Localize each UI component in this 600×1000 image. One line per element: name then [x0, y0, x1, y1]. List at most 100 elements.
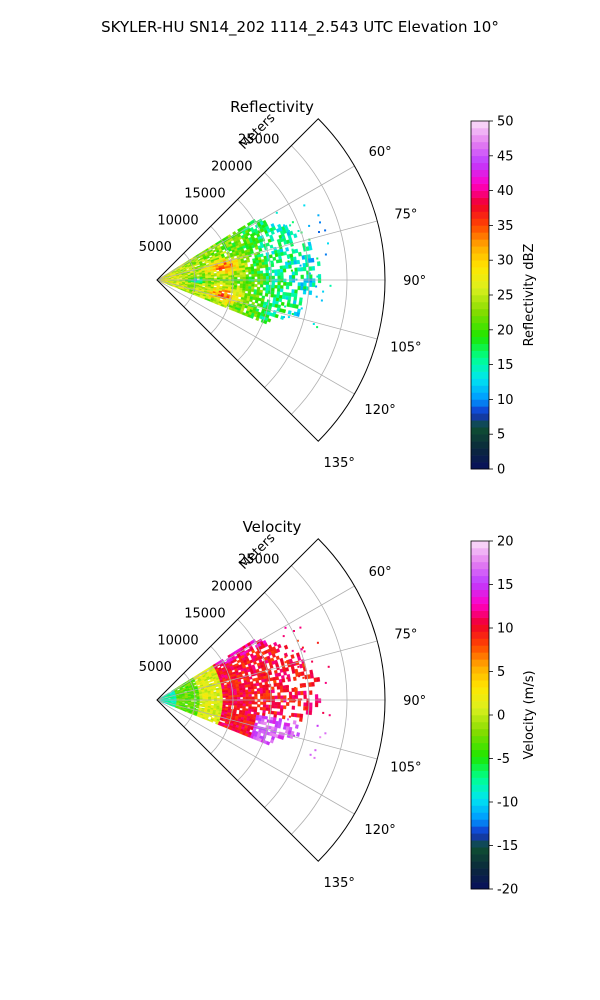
heatmap-cell: [309, 669, 314, 675]
colorbar-segment: [471, 329, 489, 338]
heatmap-cell: [282, 688, 287, 693]
heatmap-cell: [263, 696, 267, 700]
heatmap-cell: [297, 665, 300, 668]
heatmap-cell: [276, 288, 281, 292]
heatmap-cell: [300, 685, 303, 688]
heatmap-cell: [273, 294, 277, 298]
heatmap-cell: [245, 703, 249, 707]
heatmap-cell: [318, 231, 320, 233]
heatmap-cell: [242, 281, 247, 285]
colorbar-segment: [471, 833, 489, 841]
heatmap-cell: [251, 691, 255, 695]
heatmap-cell: [237, 701, 241, 704]
heatmap-cell: [248, 286, 252, 290]
heatmap-cell: [317, 214, 320, 217]
heatmap-cell: [228, 275, 232, 278]
heatmap-cell: [303, 204, 306, 207]
colorbar-segment: [471, 715, 489, 723]
heatmap-cell: [300, 267, 304, 272]
colorbar-tick-label: 0: [497, 709, 505, 724]
heatmap-cell: [288, 715, 291, 718]
heatmap-cell: [263, 721, 267, 726]
heatmap-cell: [248, 271, 252, 275]
polar-frame: [156, 538, 386, 862]
heatmap-cell: [239, 703, 244, 707]
heatmap-cell: [307, 254, 311, 259]
figure-suptitle: SKYLER-HU SN14_202 1114_2.543 UTC Elevat…: [101, 18, 499, 37]
heatmap-cell: [275, 648, 281, 653]
colorbar-segment: [471, 211, 489, 219]
heatmap-cell: [274, 704, 278, 709]
colorbar-segment: [471, 308, 489, 317]
heatmap-cell: [274, 284, 278, 289]
heatmap-cell: [268, 707, 272, 712]
colorbar-segment: [471, 225, 489, 233]
heatmap-cell: [314, 694, 319, 699]
heatmap-cell: [242, 696, 247, 700]
heatmap-cell: [283, 652, 289, 658]
heatmap-cell: [293, 233, 298, 239]
heatmap-cell: [283, 251, 287, 256]
colorbar-segment: [471, 561, 489, 570]
heatmap-cell: [280, 272, 284, 276]
heatmap-cell: [312, 282, 316, 288]
colorbar-segment: [471, 854, 489, 862]
heatmap-cell: [308, 710, 313, 716]
heatmap-cell: [287, 698, 290, 700]
heatmap-cell: [289, 278, 293, 283]
heatmap-cell: [309, 753, 312, 756]
colorbar-segment: [471, 392, 489, 400]
heatmap-cell: [283, 671, 287, 676]
colorbar-segment: [471, 701, 489, 709]
theta-tick-label: 90°: [403, 274, 426, 289]
heatmap-cell: [244, 267, 249, 271]
heatmap-cell: [303, 694, 307, 699]
heatmap-cell: [303, 702, 307, 707]
heatmap-cell: [256, 688, 261, 692]
heatmap-cell: [285, 688, 290, 693]
heatmap-cell: [268, 290, 272, 295]
heatmap-cell: [250, 708, 255, 713]
colorbar-segment: [471, 547, 489, 556]
colorbar-segment: [471, 589, 489, 597]
heatmap-cell: [308, 266, 313, 271]
heatmap-cell: [250, 315, 254, 319]
heatmap-cell: [282, 291, 286, 296]
heatmap-cell: [300, 307, 303, 310]
heatmap-cell: [233, 272, 238, 276]
colorbar-segment: [471, 631, 489, 639]
heatmap-cell: [236, 272, 241, 276]
colorbar-segment: [471, 350, 489, 358]
heatmap-cell: [287, 316, 290, 319]
heatmap-cell: [271, 686, 275, 691]
colorbar-segment: [471, 749, 489, 758]
colorbar-segment: [471, 288, 489, 296]
heatmap-cell: [211, 696, 215, 699]
heatmap-cell: [239, 694, 244, 698]
heatmap-cell: [242, 699, 247, 702]
colorbar-segment: [471, 617, 489, 625]
heatmap-cell: [265, 281, 270, 286]
heatmap-cell: [292, 720, 297, 725]
colorbar-segment: [471, 378, 489, 386]
heatmap-cell: [302, 676, 305, 679]
heatmap-cell: [278, 258, 283, 263]
heatmap-cell: [308, 706, 313, 711]
heatmap-cell: [201, 705, 206, 708]
heatmap-cell: [199, 278, 203, 280]
heatmap-cell: [251, 281, 255, 285]
heatmap-cell: [269, 664, 274, 669]
colorbar-segment: [471, 462, 489, 470]
azimuth-spoke: [156, 699, 378, 760]
heatmap-cell: [252, 296, 257, 301]
heatmap-cell: [253, 706, 258, 710]
heatmap-cell: [268, 704, 272, 709]
colorbar-segment: [471, 742, 489, 751]
colorbar-tick-label: -15: [497, 839, 518, 854]
heatmap-cell: [311, 681, 315, 687]
colorbar-segment: [471, 568, 489, 577]
colorbar-segment: [471, 610, 489, 618]
heatmap-cell: [248, 279, 252, 282]
heatmap-cell: [245, 283, 249, 287]
azimuth-spoke: [156, 220, 378, 281]
